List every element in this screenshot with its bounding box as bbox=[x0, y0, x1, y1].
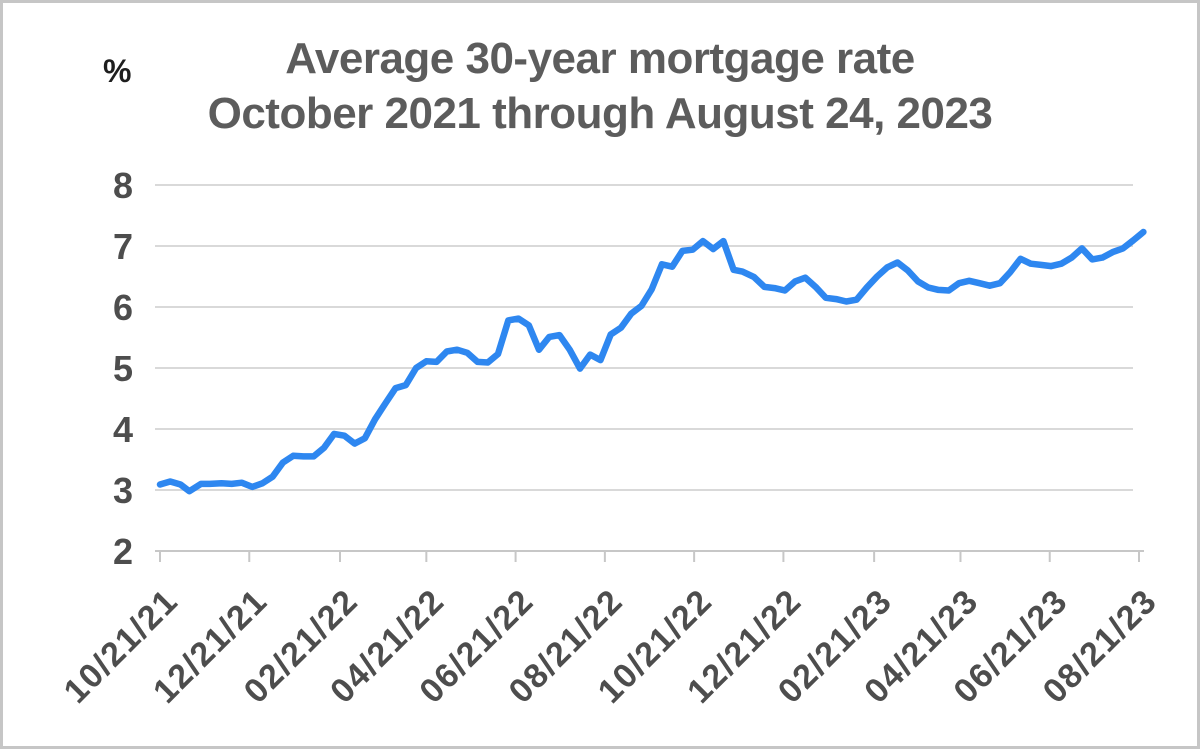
y-tick-label: 3 bbox=[113, 470, 133, 511]
mortgage-rate-chart: 876543210/21/2112/21/2102/21/2204/21/220… bbox=[57, 165, 1165, 711]
rate-line bbox=[156, 228, 1147, 495]
y-tick-label: 6 bbox=[113, 287, 133, 328]
y-axis-unit-label: % bbox=[103, 53, 132, 89]
chart-title-line1: Average 30-year mortgage rate bbox=[285, 34, 915, 83]
y-tick-label: 7 bbox=[113, 226, 133, 267]
y-tick-label: 2 bbox=[113, 531, 133, 572]
y-tick-label: 8 bbox=[113, 165, 133, 206]
y-tick-label: 5 bbox=[113, 348, 133, 389]
y-tick-label: 4 bbox=[113, 409, 133, 450]
chart-title: Average 30-year mortgage rate October 20… bbox=[3, 31, 1197, 141]
chart-title-line2: October 2021 through August 24, 2023 bbox=[207, 89, 993, 138]
